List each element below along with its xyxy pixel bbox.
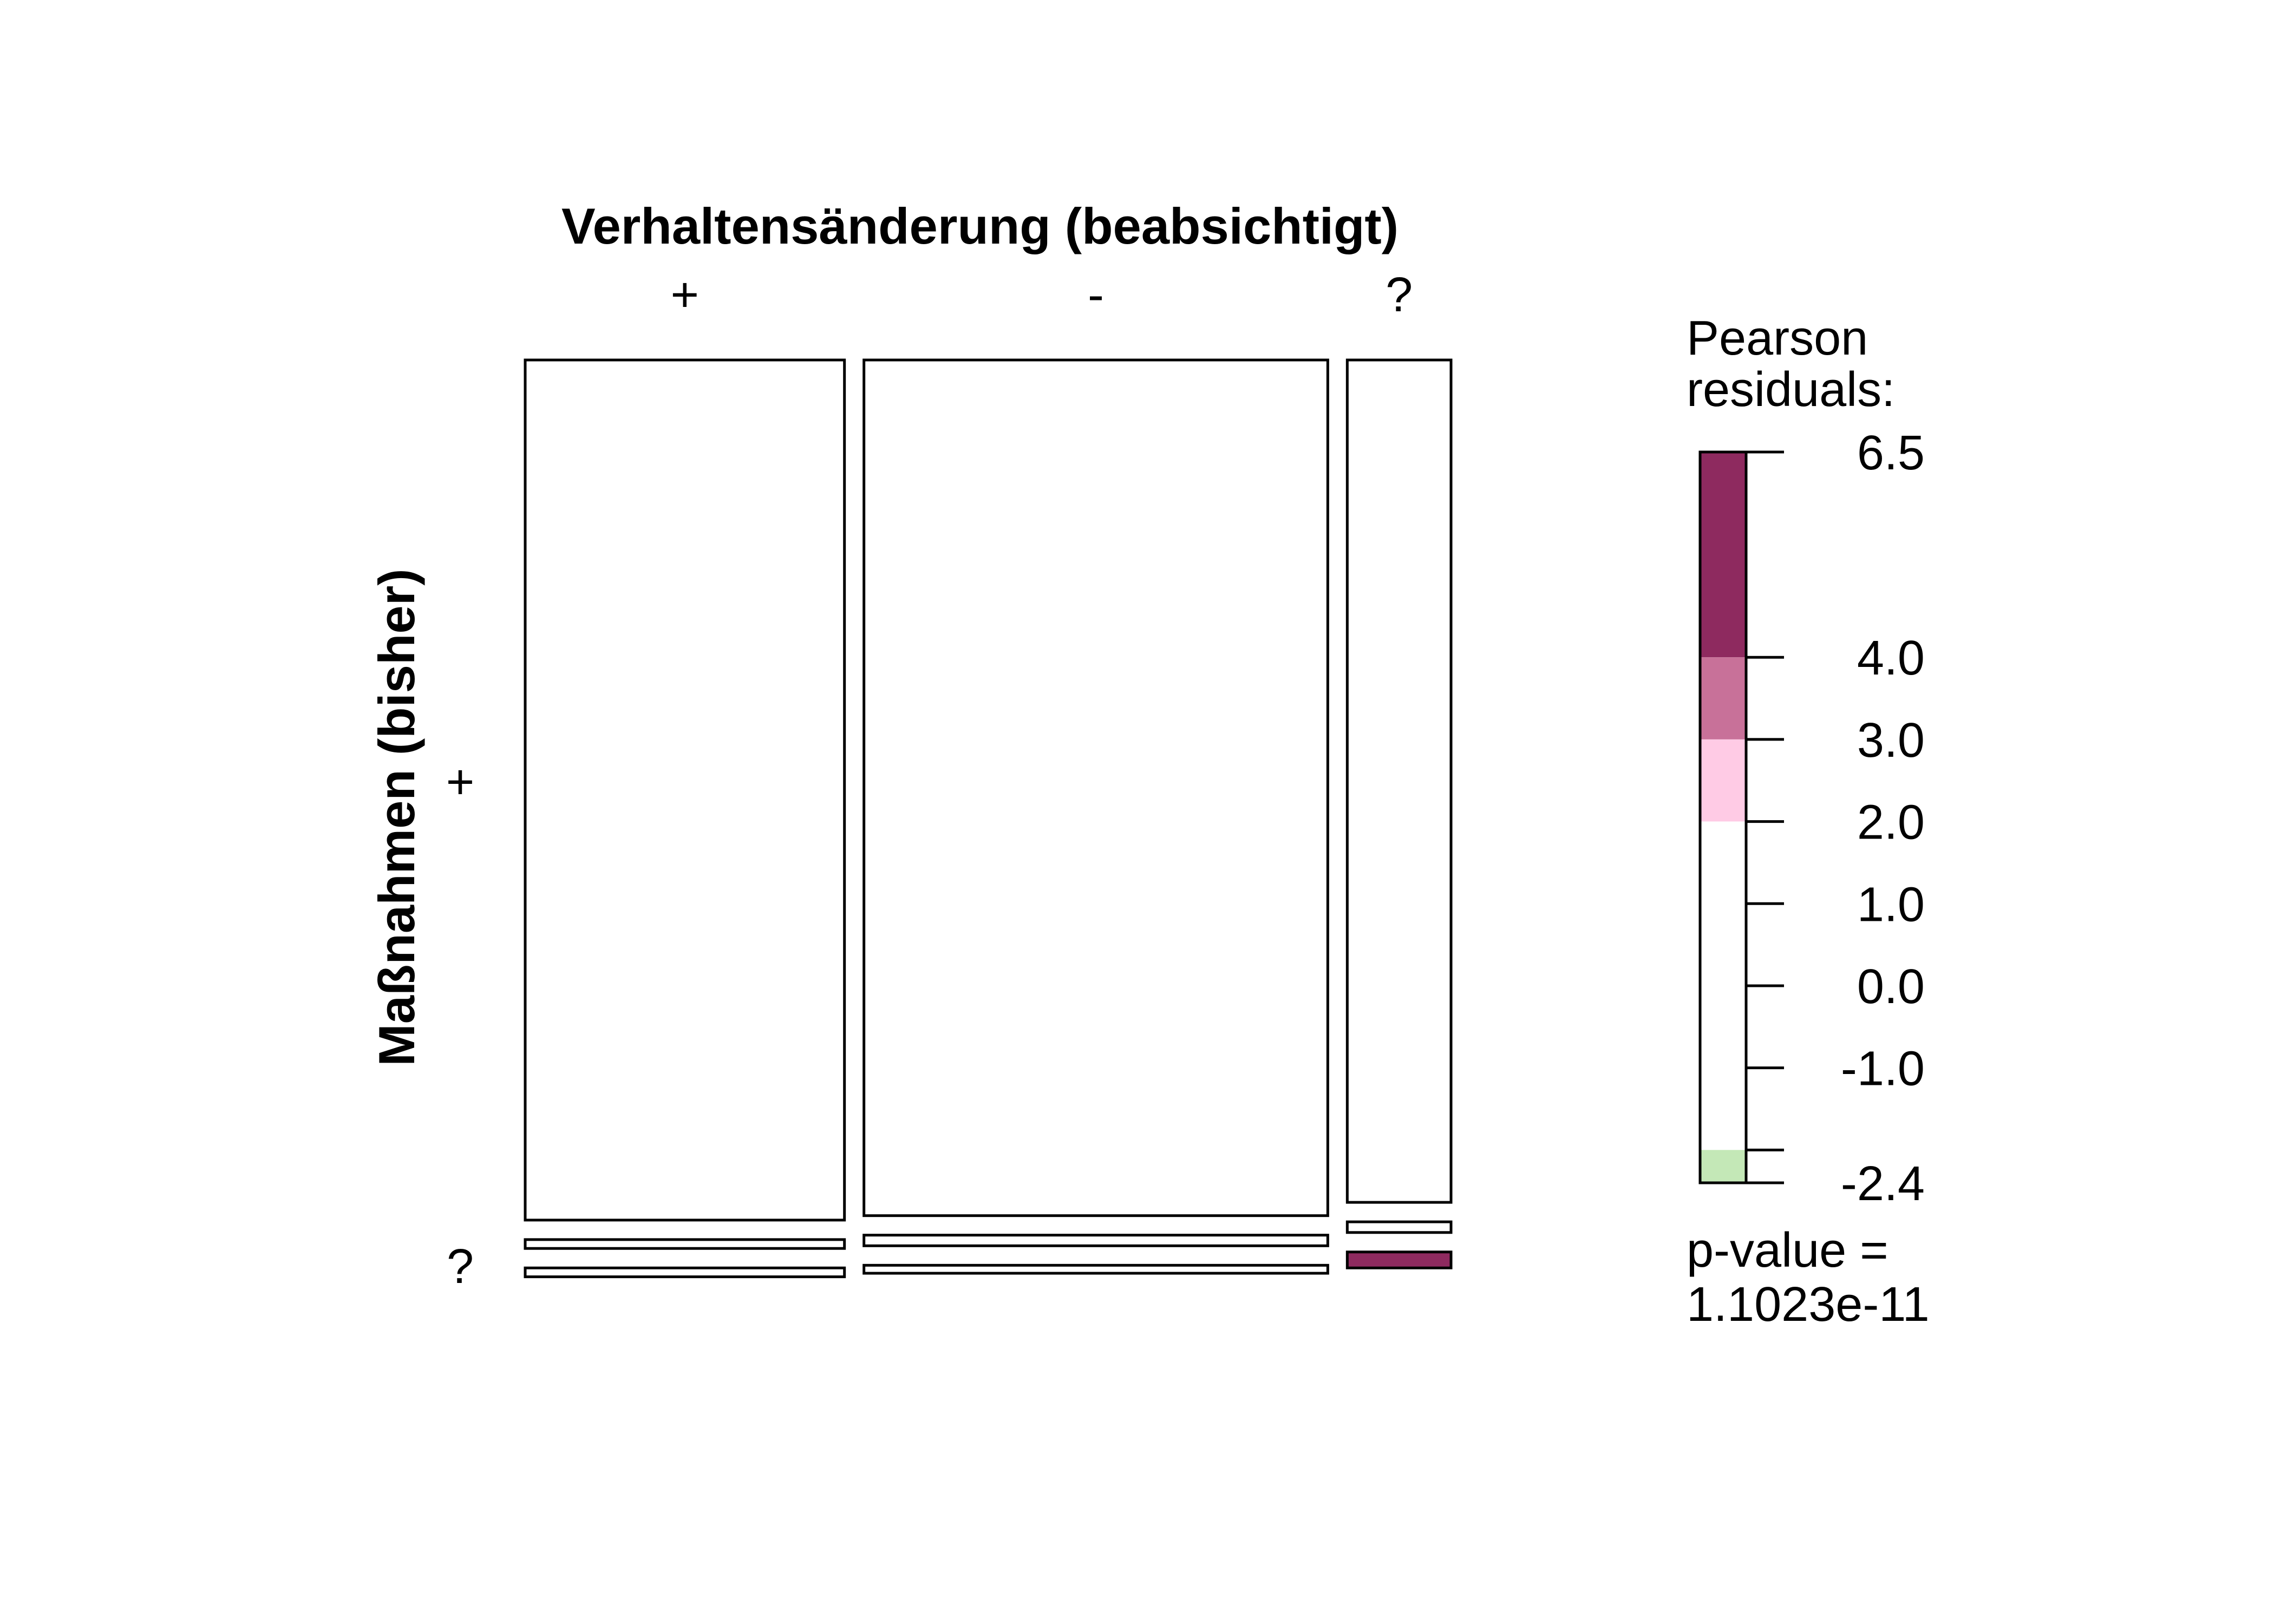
x-category-label-1: -	[1088, 268, 1104, 322]
legend-title-line-1: Pearson	[1687, 311, 1868, 365]
x-category-label-0: +	[671, 268, 700, 322]
legend-tick-label-5: 0.0	[1857, 960, 1925, 1014]
legend-tick-label-4: 1.0	[1857, 878, 1925, 932]
mosaic-tile-2-0	[1345, 358, 1453, 1204]
y-axis-title: Maßnahmen (bisher)	[368, 568, 425, 1066]
mosaic-tile-2-2	[1345, 1250, 1453, 1269]
x-axis-title: Verhaltensänderung (beabsichtigt)	[561, 198, 1399, 254]
p-value-label: p-value =	[1687, 1223, 1889, 1278]
residual-legend: Pearson residuals: 6.5 4.0 3.0 2.0 1.0 0.0 -1.…	[1687, 311, 1930, 1332]
y-category-labels: +?	[446, 755, 475, 1294]
p-value-number: 1.1023e-11	[1687, 1278, 1930, 1332]
legend-band-4	[1700, 1150, 1746, 1183]
y-category-label-0: +	[446, 755, 475, 809]
x-category-labels: + -?	[671, 268, 1413, 322]
legend-band-2	[1700, 739, 1746, 822]
legend-tick-label-0: 6.5	[1857, 426, 1925, 480]
legend-tick-label-3: 2.0	[1857, 796, 1925, 850]
legend-bar-frame	[1698, 450, 1748, 1184]
mosaic-tile-0-1	[524, 1238, 846, 1250]
legend-band-0	[1700, 452, 1746, 658]
mosaic-tile-1-0	[862, 358, 1329, 1217]
mosaic-tile-1-1	[862, 1234, 1329, 1247]
legend-color-bands	[1698, 450, 1748, 1184]
legend-title-line-2: residuals:	[1687, 363, 1895, 417]
legend-tick-label-2: 3.0	[1857, 713, 1925, 768]
legend-band-3	[1700, 821, 1746, 1150]
mosaic-tile-1-2	[862, 1263, 1329, 1275]
legend-tick-label-6: -1.0	[1841, 1042, 1925, 1096]
legend-ticks: 6.5 4.0 3.0 2.0 1.0 0.0 -1.0 -2.4	[1746, 426, 1925, 1211]
mosaic-tile-0-2	[524, 1266, 846, 1279]
x-category-label-2: ?	[1386, 268, 1413, 322]
mosaic-tiles	[524, 358, 1453, 1279]
legend-tick-label-7: -2.4	[1841, 1157, 1925, 1211]
mosaic-tile-2-1	[1345, 1220, 1453, 1234]
y-category-label-1: ?	[447, 1240, 474, 1294]
legend-band-1	[1700, 657, 1746, 739]
legend-tick-label-1: 4.0	[1857, 631, 1925, 685]
mosaic-tile-0-0	[524, 358, 846, 1222]
